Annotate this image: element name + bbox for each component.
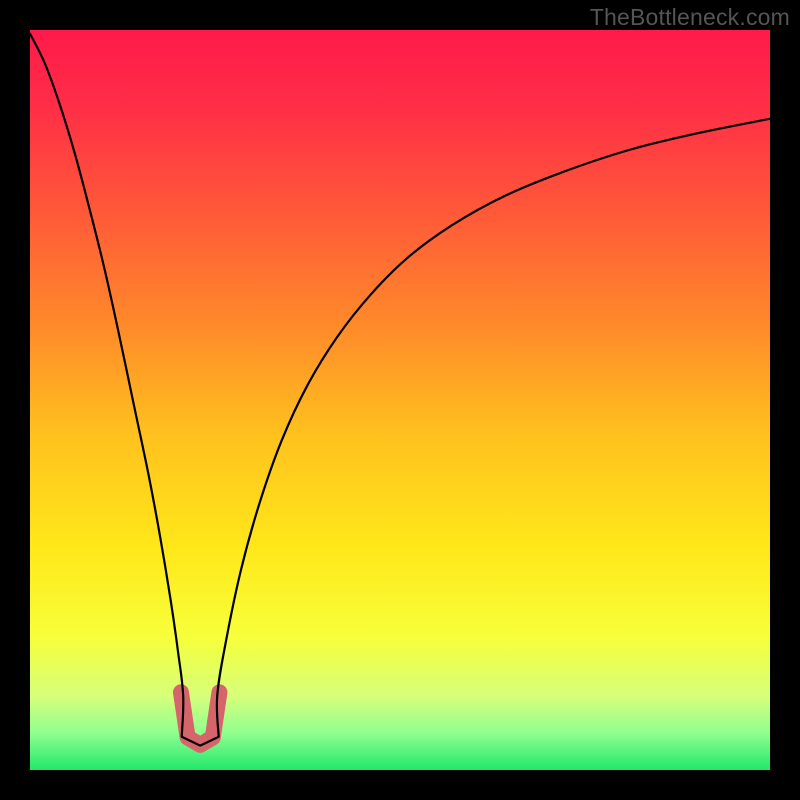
watermark-label: TheBottleneck.com [590,4,790,31]
bottleneck-chart [0,0,800,800]
bottleneck-chart-container: TheBottleneck.com [0,0,800,800]
